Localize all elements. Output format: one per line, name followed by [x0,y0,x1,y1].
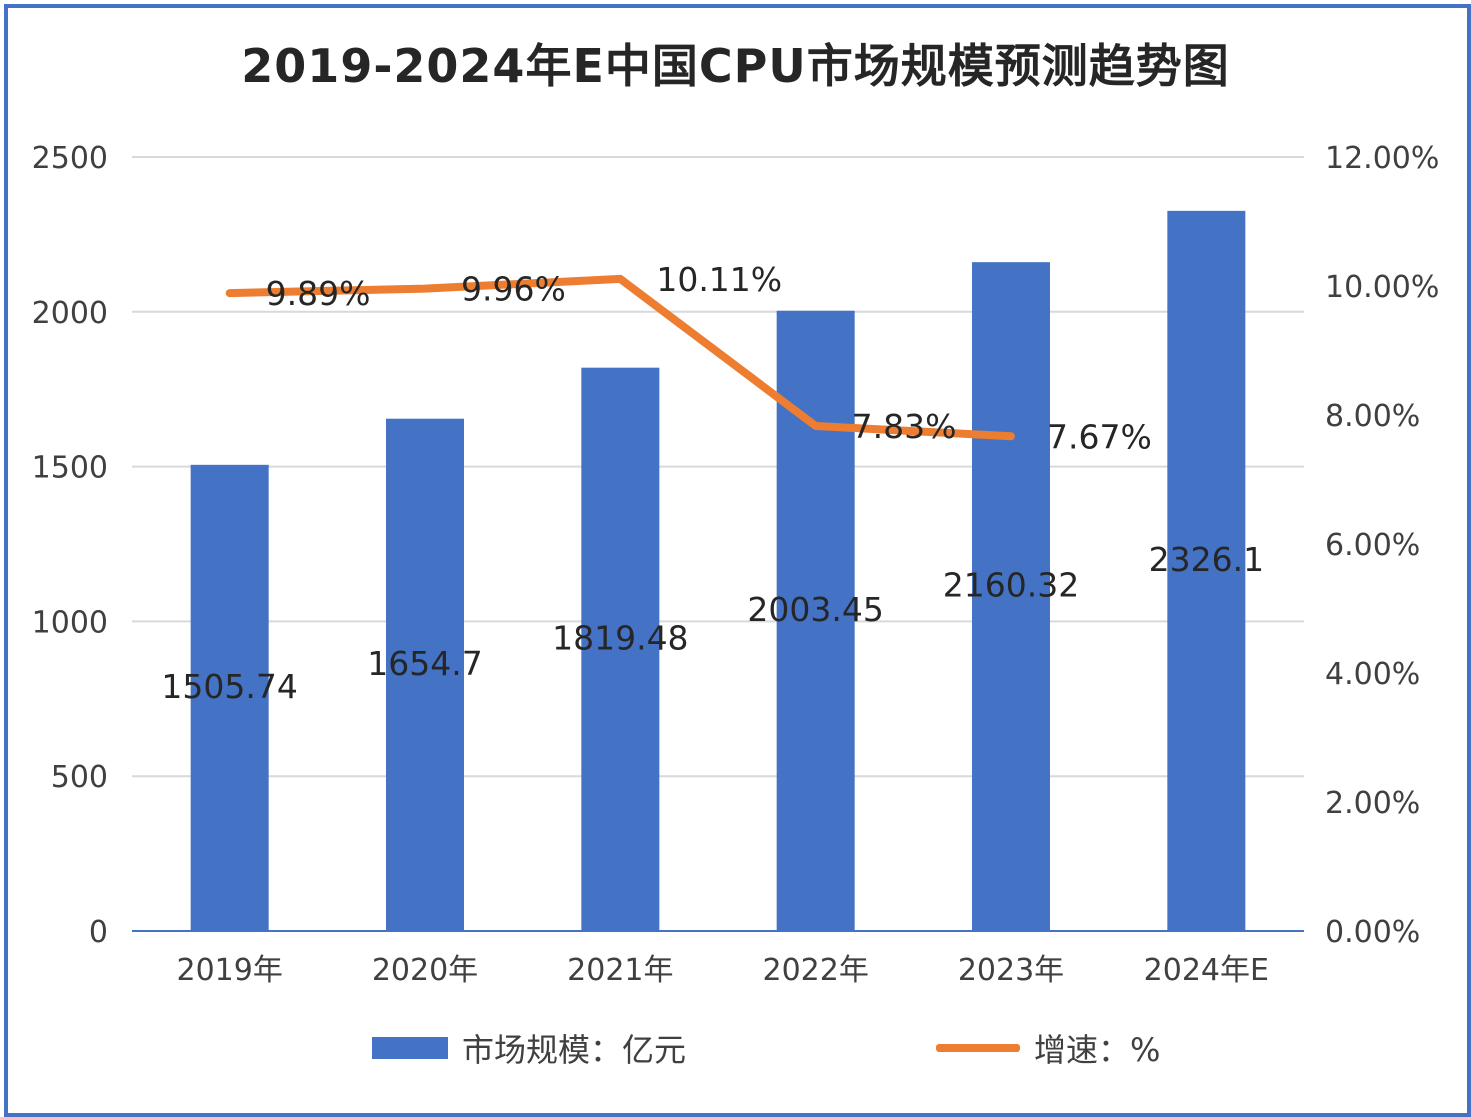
y-left-tick-label: 0 [89,915,108,950]
y-right-tick-label: 8.00% [1325,399,1420,434]
bar-value-label: 1819.48 [552,618,688,657]
bar [386,418,464,931]
y-left-tick-label: 1000 [32,605,108,640]
x-tick-label: 2021年 [567,953,673,988]
x-tick-label: 2022年 [762,953,868,988]
data-labels: 1505.74 1654.7 1819.48 2003.45 2160.32 2326.1… [161,260,1264,706]
bar [581,367,660,932]
y-right-tick-label: 0.00% [1325,915,1420,950]
y-left-tick-label: 2000 [32,296,108,331]
line-value-label: 9.96% [461,270,566,309]
y-left-tick-label: 2500 [32,141,108,176]
x-tick-label: 2023年 [958,953,1064,988]
line-series [225,274,1015,441]
legend-line-swatch [936,1044,1020,1052]
x-tick-label: 2024年E [1144,953,1269,988]
bar-series [190,210,1246,932]
grid-lines [132,156,1304,778]
y-left-tick-label: 500 [51,760,108,795]
x-tick-label: 2019年 [176,953,282,988]
bar [1167,210,1246,931]
legend-line-item: 增速：% [936,1028,1161,1069]
bar-value-label: 1654.7 [367,644,482,683]
line-value-label: 7.67% [1047,417,1152,456]
bar [190,464,269,931]
y-left-tick-label: 1500 [32,451,108,486]
y-right-tick-label: 2.00% [1325,786,1420,821]
bar-value-label: 1505.74 [161,667,297,706]
bar-value-label: 2003.45 [747,590,883,629]
bar-value-label: 2326.1 [1149,540,1264,579]
bar-value-label: 2160.32 [943,566,1079,605]
legend-bar-item: 市场规模：亿元 [372,1028,687,1069]
y-right-tick-label: 4.00% [1325,657,1420,692]
x-tick-label: 2020年 [372,953,478,988]
y-right-tick-label: 12.00% [1325,141,1439,176]
line-value-label: 10.11% [656,260,782,299]
bar [972,262,1050,931]
bar [776,310,855,931]
legend-bar-label: 市场规模：亿元 [462,1031,687,1069]
line-value-label: 7.83% [852,407,957,446]
axes: 0 500 1000 1500 2000 2500 0.00% 2.00% 4.00% 6.00%… [32,141,1440,988]
legend-line-label: 增速：% [1034,1031,1161,1069]
y-right-tick-label: 10.00% [1325,270,1439,305]
chart-title: 2019-2024年E中国CPU市场规模预测趋势图 [241,39,1230,93]
legend-bar-swatch [372,1037,448,1059]
growth-line [225,274,1015,441]
line-value-label: 9.89% [266,274,371,313]
y-right-tick-label: 6.00% [1325,528,1420,563]
